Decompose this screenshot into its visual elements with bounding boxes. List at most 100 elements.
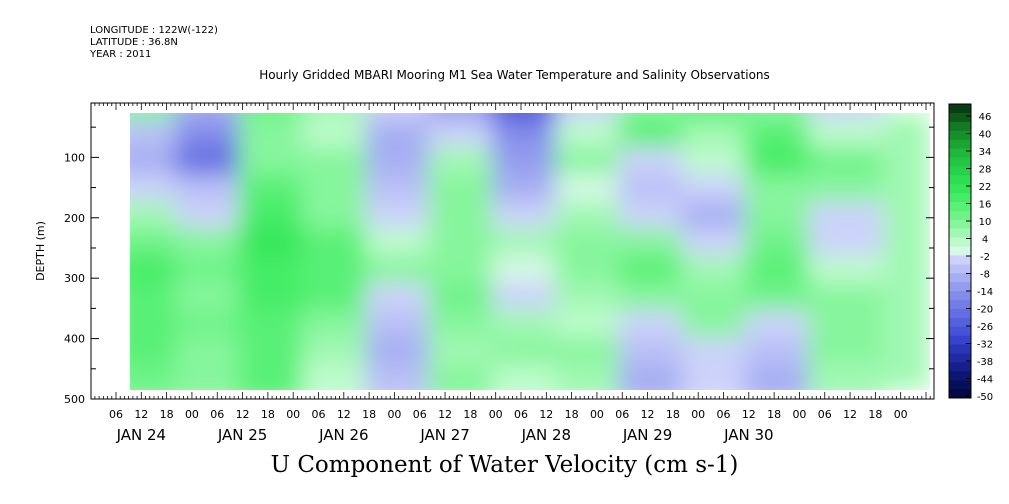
colorbar-swatch [949, 104, 971, 114]
x-hour-label: 12 [134, 408, 148, 421]
chart-title: Hourly Gridded MBARI Mooring M1 Sea Wate… [259, 68, 770, 82]
colorbar-swatch [949, 264, 971, 274]
x-hour-label: 12 [236, 408, 250, 421]
colorbar-swatch [949, 255, 971, 265]
x-hour-label: 12 [438, 408, 452, 421]
field-cell [491, 364, 568, 390]
x-hour-label: 06 [413, 408, 427, 421]
x-hour-label: 18 [868, 408, 882, 421]
colorbar-swatch [949, 246, 971, 256]
colorbar-swatch [949, 371, 971, 381]
colorbar-swatch [949, 344, 971, 354]
colorbar-label: -32 [977, 340, 993, 351]
colorbar-label: -14 [977, 287, 993, 298]
x-hour-label: 18 [261, 408, 275, 421]
y-tick-label: 300 [64, 272, 85, 285]
x-hour-label: 12 [641, 408, 655, 421]
colorbar-swatch [949, 112, 971, 123]
field-cell [365, 364, 441, 390]
x-hour-label: 06 [615, 408, 629, 421]
x-hour-label: 18 [666, 408, 680, 421]
x-hour-label: 06 [514, 408, 528, 421]
field-cell [681, 364, 757, 390]
colorbar-swatch [949, 335, 971, 346]
colorbar-swatch [949, 237, 971, 248]
colorbar-label: -2 [980, 252, 990, 263]
x-hour-label: 00 [894, 408, 908, 421]
x-day-label: JAN 25 [217, 426, 268, 444]
field-cell [808, 364, 884, 390]
latitude-label: LATITUDE : 36.8N [90, 37, 178, 48]
x-hour-label: 00 [387, 408, 401, 421]
x-hour-label: 06 [818, 408, 832, 421]
colorbar-swatch [949, 282, 971, 292]
colorbar-swatch [949, 219, 971, 230]
colorbar-label: -38 [977, 357, 993, 368]
x-hour-label: 00 [590, 408, 604, 421]
x-hour-label: 18 [362, 408, 376, 421]
colorbar-swatch [949, 389, 971, 399]
x-day-label: JAN 27 [419, 426, 470, 444]
field-cell [175, 364, 251, 390]
x-hour-label: 18 [160, 408, 174, 421]
colorbar-label: -50 [977, 392, 993, 403]
colorbar-swatch [949, 308, 971, 319]
colorbar-swatch [949, 380, 971, 390]
colorbar-label: -26 [977, 322, 993, 333]
field-cell [428, 364, 504, 390]
y-tick-label: 100 [64, 151, 85, 164]
colorbar-swatch [949, 184, 971, 194]
x-hour-label: 06 [210, 408, 224, 421]
x-day-label: JAN 29 [622, 426, 673, 444]
colorbar-swatch [949, 193, 971, 203]
colorbar-label: 10 [979, 217, 992, 228]
field-cell [744, 364, 821, 390]
y-tick-label: 500 [64, 393, 85, 406]
x-hour-label: 12 [843, 408, 857, 421]
colorbar-swatch [949, 175, 971, 185]
colorbar-swatch [949, 202, 971, 212]
velocity-field [130, 113, 930, 390]
colorbar-swatch [949, 326, 971, 337]
colorbar-label: -44 [977, 375, 993, 386]
longitude-label: LONGITUDE : 122W(-122) [90, 25, 218, 36]
x-day-label: JAN 28 [521, 426, 572, 444]
x-hour-label: 12 [539, 408, 553, 421]
colorbar-swatch [949, 157, 971, 167]
colorbar: 46 40 34 28 22 16 10 4 -2 -8 -14 -20 -26 -32 -38 -44 -50 [948, 103, 993, 403]
y-tick-label: 400 [64, 333, 85, 346]
y-axis-label: DEPTH (m) [34, 221, 47, 281]
colorbar-swatch [949, 300, 971, 310]
y-tick-label: 200 [64, 212, 85, 225]
x-day-label: JAN 24 [116, 426, 167, 444]
colorbar-label: -8 [980, 270, 990, 281]
field-cell [301, 364, 378, 390]
field-cell [555, 364, 631, 390]
colorbar-label: 22 [979, 182, 992, 193]
field-cell [618, 364, 694, 390]
x-hour-label: 06 [717, 408, 731, 421]
colorbar-swatch [949, 210, 971, 221]
colorbar-label: 28 [979, 165, 992, 176]
x-hour-label: 18 [767, 408, 781, 421]
x-day-label: JAN 26 [318, 426, 369, 444]
colorbar-label: 4 [982, 235, 988, 246]
colorbar-swatch [949, 121, 971, 132]
colorbar-label: 34 [979, 147, 992, 158]
field-cell [238, 364, 314, 390]
colorbar-swatch [949, 130, 971, 141]
colorbar-swatch [949, 166, 971, 176]
colorbar-swatch [949, 317, 971, 328]
x-axis-title: U Component of Water Velocity (cm s-1) [270, 452, 739, 478]
x-hour-label: 00 [286, 408, 300, 421]
x-hour-label: 06 [109, 408, 123, 421]
x-hour-label: 18 [565, 408, 579, 421]
colorbar-label: 40 [979, 130, 992, 141]
x-hour-label: 00 [185, 408, 199, 421]
colorbar-swatch [949, 291, 971, 301]
colorbar-swatch [949, 362, 971, 372]
colorbar-swatch [949, 353, 971, 363]
colorbar-label: 16 [979, 200, 992, 211]
x-hour-label: 18 [463, 408, 477, 421]
colorbar-swatch [949, 228, 971, 239]
